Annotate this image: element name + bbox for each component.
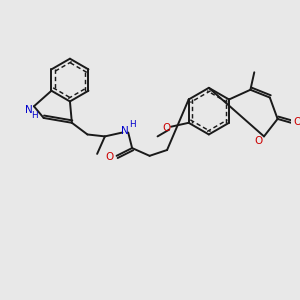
Text: H: H — [129, 120, 135, 129]
Text: N: N — [122, 126, 129, 136]
Text: N: N — [25, 105, 33, 115]
Text: O: O — [162, 123, 170, 133]
Text: O: O — [294, 117, 300, 127]
Text: O: O — [254, 136, 262, 146]
Text: H: H — [31, 110, 38, 119]
Text: O: O — [106, 152, 114, 162]
